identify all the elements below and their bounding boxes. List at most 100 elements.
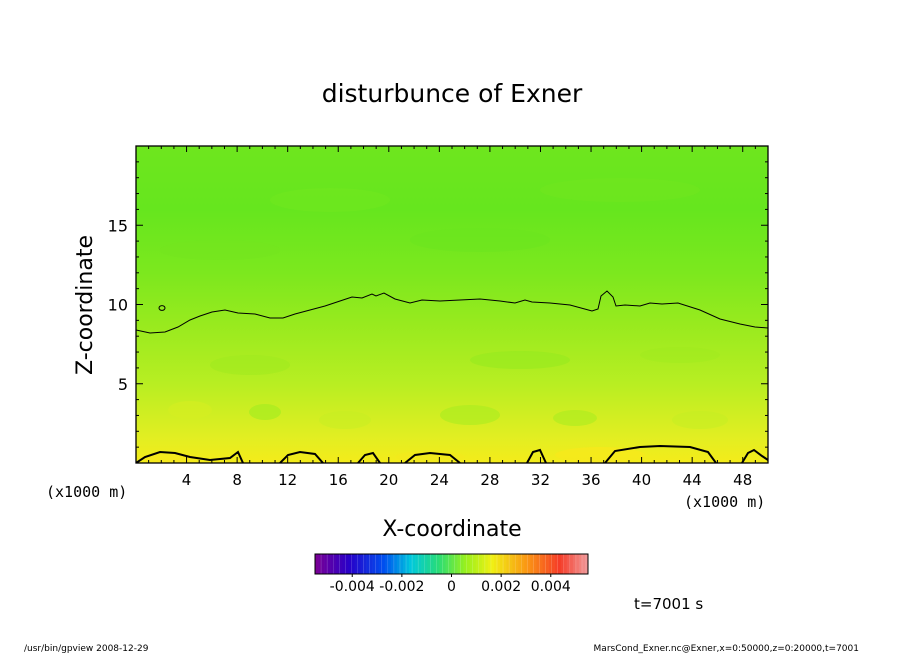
colorbar-cell (342, 554, 346, 574)
colorbar-cell (409, 554, 413, 574)
x-tick-label: 16 (329, 471, 348, 489)
field-patch (168, 401, 212, 419)
y-tick-label: 15 (108, 216, 128, 235)
colorbar-cell (427, 554, 431, 574)
colorbar-cell (512, 554, 516, 574)
field-patches (140, 178, 728, 463)
colorbar-cell (333, 554, 337, 574)
footer-right: MarsCond_Exner.nc@Exner,x=0:50000,z=0:20… (594, 644, 859, 654)
colorbar-cell (318, 554, 322, 574)
colorbar-cell (406, 554, 410, 574)
colorbar-cell (497, 554, 501, 574)
colorbar-cell (581, 554, 586, 574)
colorbar-cell (503, 554, 507, 574)
colorbar-cell (506, 554, 510, 574)
colorbar-cell (469, 554, 474, 574)
y-tick-label: 5 (118, 375, 128, 394)
colorbar-cell (424, 554, 428, 574)
colorbar-cell (533, 554, 537, 574)
colorbar-cell (445, 554, 449, 574)
x-tick-label: 32 (531, 471, 550, 489)
colorbar-cell (454, 554, 458, 574)
colorbar-cell (415, 554, 419, 574)
colorbar-tick-label: 0 (447, 579, 456, 595)
colorbar-cell (339, 554, 343, 574)
field-patch (440, 405, 500, 425)
field-patch (270, 188, 390, 212)
field-patch (160, 240, 280, 260)
field-patch (470, 351, 570, 369)
colorbar-cell (345, 554, 349, 574)
chart-title: disturbunce of Exner (322, 79, 583, 108)
colorbar-cell (375, 554, 379, 574)
field-patch (640, 347, 720, 363)
colorbar-cell (369, 554, 373, 574)
field-patch (540, 178, 700, 202)
footer-left: /usr/bin/gpview 2008-12-29 (24, 644, 149, 654)
colorbar-cell (451, 554, 455, 574)
colorbar-cell (545, 554, 549, 574)
field-patch (249, 404, 281, 420)
colorbar-cell (460, 554, 464, 574)
colorbar-cell (530, 554, 534, 574)
colorbar-cell (563, 554, 568, 574)
field-patch (410, 228, 550, 252)
colorbar-cell (321, 554, 325, 574)
field-patch (553, 410, 597, 426)
colorbar-cell (493, 554, 498, 574)
colorbar-cell (524, 554, 528, 574)
colorbar-cell (484, 554, 489, 574)
colorbar-cell (421, 554, 425, 574)
colorbar-cell (551, 554, 555, 574)
colorbar-cell (390, 554, 395, 574)
colorbar-cell (521, 554, 525, 574)
colorbar-tick-label: -0.002 (379, 579, 424, 595)
colorbar-cell (393, 554, 398, 574)
colorbar-cell (384, 554, 389, 574)
colorbar-cell (348, 554, 352, 574)
colorbar-cell (500, 554, 504, 574)
colorbar-tick-label: 0.004 (531, 579, 571, 595)
x-tick-label: 20 (379, 471, 398, 489)
colorbar-cell (457, 554, 461, 574)
colorbar-cell (336, 554, 340, 574)
x-tick-label: 44 (683, 471, 702, 489)
colorbar-cell (448, 554, 452, 574)
field-patch (210, 355, 290, 375)
colorbar-cell (539, 554, 543, 574)
colorbar-cell (315, 554, 319, 574)
contour-line-mid (136, 290, 768, 334)
colorbar-cell (584, 554, 589, 574)
colorbar-tick-label: -0.004 (330, 579, 375, 595)
x-unit-right: (x1000 m) (684, 493, 765, 511)
x-tick-label: 36 (581, 471, 600, 489)
colorbar-cell (327, 554, 331, 574)
colorbar-cell (387, 554, 392, 574)
colorbar-cell (481, 554, 486, 574)
colorbar-cell (372, 554, 376, 574)
colorbar-cell (478, 554, 483, 574)
colorbar-cell (572, 554, 577, 574)
colorbar-cell (366, 554, 370, 574)
x-tick-label: 48 (733, 471, 752, 489)
colorbar-cell (475, 554, 480, 574)
colorbar-cell (554, 554, 558, 574)
colorbar-cell (418, 554, 422, 574)
colorbar-tick-label: 0.002 (481, 579, 521, 595)
colorbar-cell (433, 554, 437, 574)
colorbar-cell (518, 554, 522, 574)
time-label: t=7001 s (634, 595, 703, 613)
contour-line-bottom (136, 444, 768, 463)
colorbar-cell (442, 554, 446, 574)
colorbar-cell (436, 554, 440, 574)
colorbar-cell (515, 554, 519, 574)
x-tick-label: 12 (278, 471, 297, 489)
colorbar-cell (402, 554, 407, 574)
colorbar-cell (399, 554, 404, 574)
colorbar: -0.004 -0.002 0 0.002 0.004 (314, 553, 589, 595)
colorbar-cell (509, 554, 513, 574)
x-tick-label: 4 (182, 471, 192, 489)
colorbar-cell (487, 554, 492, 574)
x-tick-label: 28 (480, 471, 499, 489)
